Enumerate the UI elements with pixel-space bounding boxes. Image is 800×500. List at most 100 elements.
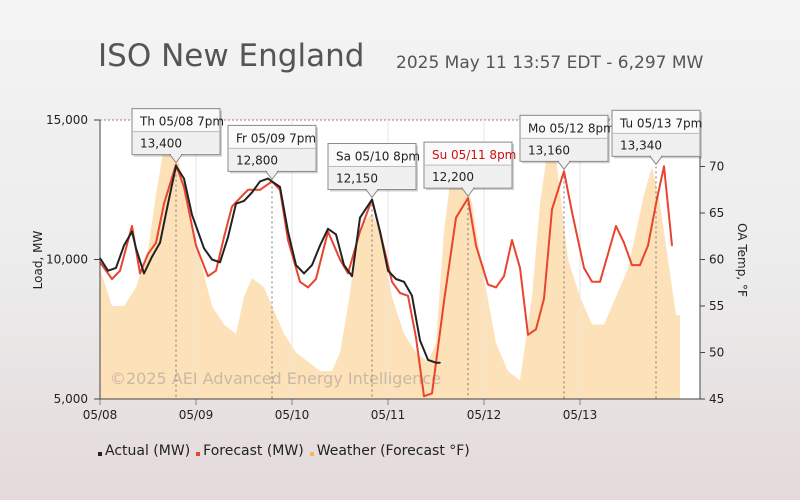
- forecast-line-point: [639, 264, 641, 266]
- y-tick-label-right: 65: [709, 206, 724, 220]
- callout-lower: [613, 133, 699, 156]
- actual-line-point: [123, 244, 125, 247]
- actual-line-point: [251, 191, 253, 194]
- peak-callout: Fr 05/09 7pm 12,800: [227, 124, 318, 181]
- forecast-line-point: [571, 211, 573, 213]
- actual-line-point: [235, 202, 237, 205]
- actual-line-point: [343, 264, 345, 266]
- actual-line-point: [411, 295, 413, 297]
- forecast-line-point: [415, 336, 417, 339]
- y-tick-label-right: 60: [709, 253, 724, 267]
- forecast-line-point: [307, 286, 309, 289]
- forecast-line-point: [467, 197, 469, 199]
- actual-line-point: [135, 247, 137, 250]
- page-title: ISO New England: [98, 38, 365, 74]
- actual-line-point: [359, 216, 361, 219]
- callout-title: Su 05/11 8pm: [432, 148, 516, 162]
- actual-line: [99, 165, 440, 364]
- forecast-line-point: [247, 189, 249, 191]
- forecast-line-point: [591, 281, 593, 283]
- legend-item-forecast[interactable]: Forecast (MW): [196, 443, 304, 459]
- actual-line-point: [115, 267, 117, 269]
- x-tick-label: 05/13: [563, 408, 598, 422]
- actual-line-point: [319, 244, 321, 247]
- actual-line-point: [219, 261, 221, 264]
- legend-item-actual[interactable]: Actual (MW): [98, 443, 190, 459]
- forecast-line-point: [163, 202, 165, 205]
- forecast-line-point: [503, 275, 505, 278]
- callout-value: 12,200: [432, 170, 474, 184]
- forecast-line-point: [475, 244, 477, 247]
- actual-line-point: [279, 186, 281, 188]
- forecast-line-point: [287, 239, 289, 241]
- forecast-line-point: [231, 205, 233, 208]
- forecast-line-point: [175, 163, 177, 166]
- forecast-line-point: [583, 267, 585, 269]
- actual-line-point: [107, 269, 109, 272]
- forecast-line-point: [183, 186, 185, 188]
- forecast-line-point: [399, 292, 401, 294]
- actual-line-point: [371, 198, 373, 201]
- actual-line-point: [311, 264, 313, 266]
- callout-title: Th 05/08 7pm: [139, 115, 224, 129]
- forecast-line-point: [623, 242, 625, 244]
- peak-callout: Su 05/11 8pm 12,200: [423, 141, 516, 197]
- actual-line-point: [159, 242, 161, 244]
- y-tick-label-left: 15,000: [46, 113, 88, 127]
- callout-value: 12,800: [236, 153, 278, 167]
- callout-title: Fr 05/09 7pm: [236, 131, 316, 145]
- peak-callout: Mo 05/12 8pm 13,160: [519, 114, 615, 171]
- actual-line-point: [203, 247, 205, 250]
- y-tick-label-left: 5,000: [54, 392, 88, 406]
- forecast-line-point: [615, 225, 617, 227]
- legend-swatch-weather: [309, 451, 314, 456]
- watermark-text: ©2025 AEI Advanced Energy Intelligence: [110, 369, 441, 388]
- peak-callout: Sa 05/10 8pm 12,150: [327, 143, 420, 199]
- actual-line-point: [143, 272, 145, 275]
- forecast-line-point: [111, 278, 113, 280]
- actual-line-point: [395, 278, 397, 280]
- actual-line-point: [351, 275, 353, 278]
- actual-line-point: [427, 359, 429, 361]
- forecast-line-point: [339, 258, 341, 261]
- y-tick-label-right: 55: [709, 299, 724, 313]
- actual-line-point: [131, 230, 133, 233]
- callout-lower: [521, 138, 607, 161]
- forecast-line-point: [155, 242, 157, 244]
- forecast-line-point: [359, 230, 361, 233]
- forecast-line-point: [259, 189, 261, 191]
- forecast-line-point: [431, 392, 433, 395]
- callout-value: 13,340: [620, 138, 662, 152]
- actual-line-point: [403, 281, 405, 283]
- actual-line-point: [151, 255, 153, 258]
- forecast-line-point: [215, 269, 217, 272]
- actual-line-point: [287, 230, 289, 233]
- forecast-line-point: [599, 281, 601, 283]
- callout-value: 12,150: [336, 172, 378, 186]
- actual-line-point: [335, 233, 337, 236]
- legend-item-weather[interactable]: Weather (Forecast °F): [309, 443, 470, 459]
- callout-value: 13,400: [140, 137, 182, 151]
- forecast-line-point: [407, 295, 409, 297]
- actual-line-point: [419, 339, 421, 342]
- actual-line-point: [243, 200, 245, 202]
- forecast-line-point: [299, 281, 301, 283]
- x-tick-label: 05/12: [467, 408, 502, 422]
- forecast-line-point: [663, 165, 665, 168]
- forecast-line-point: [347, 272, 349, 275]
- peak-callout: Th 05/08 7pm 13,400: [131, 108, 224, 164]
- callout-title: Sa 05/10 8pm: [336, 150, 420, 164]
- forecast-line-point: [511, 239, 513, 241]
- actual-line-point: [379, 230, 381, 233]
- callout-lower: [229, 148, 315, 171]
- actual-line-point: [271, 180, 273, 183]
- legend-label-actual: Actual (MW): [105, 443, 191, 459]
- legend-label-weather: Weather (Forecast °F): [316, 443, 470, 459]
- forecast-line-point: [487, 283, 489, 286]
- y-tick-label-right: 70: [709, 160, 724, 174]
- actual-line-point: [211, 258, 213, 261]
- actual-line-point: [191, 214, 193, 216]
- actual-line-point: [175, 165, 177, 167]
- x-tick-label: 05/09: [179, 408, 214, 422]
